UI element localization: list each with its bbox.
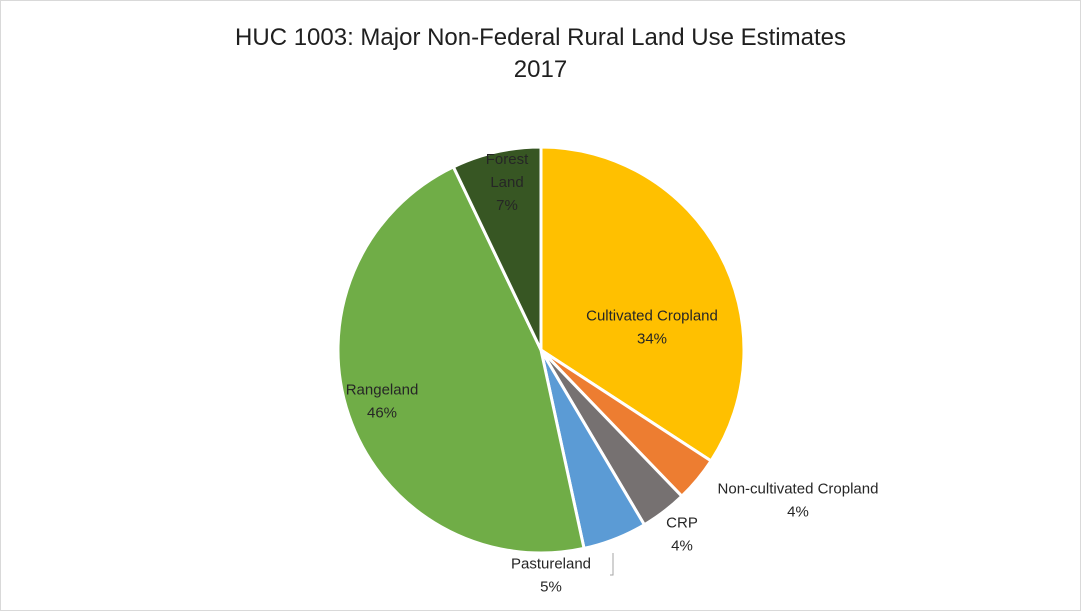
data-label-cultivated-cropland: Cultivated Cropland 34% (586, 308, 718, 348)
data-label-forest-land: Forest Land 7% (486, 151, 529, 214)
pie-slice-forest-land[interactable] (451, 145, 543, 352)
chart-title-year: 2017 (513, 56, 568, 83)
leader-line-pastureland (610, 553, 614, 576)
data-label-rangeland: Rangeland 46% (346, 382, 419, 422)
data-label-pastureland: Pastureland 5% (511, 556, 591, 596)
chart-title: HUC 1003: Major Non-Federal Rural Land U… (0, 22, 1081, 86)
data-label-crp: CRP 4% (666, 515, 698, 555)
data-label-non-cultivated-cropland: Non-cultivated Cropland 4% (718, 481, 879, 521)
pie-slice-rangeland[interactable] (336, 165, 586, 555)
chart-title-main: HUC 1003: Major Non-Federal Rural Land U… (235, 24, 846, 51)
